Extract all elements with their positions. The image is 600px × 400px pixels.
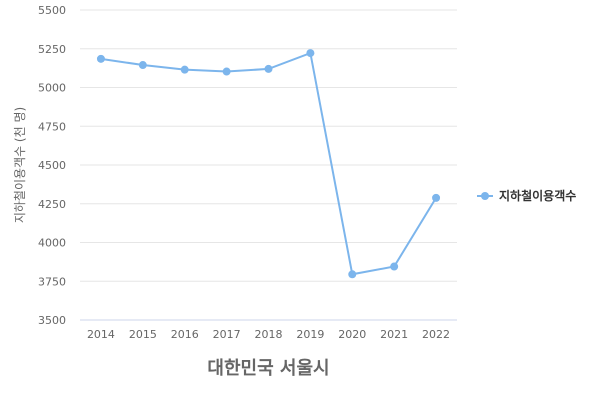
x-tick-label: 2021 [380,328,408,341]
x-tick-label: 2020 [338,328,366,341]
y-axis-label: 지하철이용객수 (천 명) [12,107,27,223]
data-point[interactable] [138,61,147,70]
x-tick-label: 2019 [296,328,324,341]
y-tick-label: 5250 [38,43,66,56]
data-point[interactable] [390,262,399,271]
y-tick-label: 4500 [38,159,66,172]
series-group [96,49,441,279]
data-point[interactable] [180,65,189,74]
x-tick-label: 2022 [422,328,450,341]
y-tick-label: 5500 [38,4,66,17]
y-tick-label: 3750 [38,275,66,288]
x-tick-label: 2017 [213,328,241,341]
data-point[interactable] [432,193,441,202]
x-tick-label: 2014 [87,328,115,341]
data-point[interactable] [96,54,105,63]
y-tick-label: 4000 [38,237,66,250]
y-tick-label: 3500 [38,314,66,327]
data-point[interactable] [306,49,315,58]
x-tick-label: 2015 [129,328,157,341]
data-point[interactable] [222,67,231,76]
x-axis-label: 대한민국 서울시 [207,358,329,379]
legend-label[interactable]: 지하철이용객수 [499,188,576,203]
y-tick-label: 4250 [38,198,66,211]
grid-lines [80,9,457,321]
series-line [100,51,437,276]
data-point[interactable] [264,64,273,73]
legend-marker-icon [481,192,489,200]
y-axis-ticks: 3500 3750 4000 4250 4500 4750 5000 5250 5500 [38,4,66,327]
y-tick-label: 5000 [38,82,66,95]
x-axis-ticks: 2014 2015 2016 2017 2018 2019 2020 2021 2022 [87,328,450,341]
x-tick-label: 2018 [255,328,283,341]
legend[interactable]: 지하철이용객수 [477,188,576,203]
data-point[interactable] [348,270,357,279]
y-tick-label: 4750 [38,120,66,133]
x-tick-label: 2016 [171,328,199,341]
